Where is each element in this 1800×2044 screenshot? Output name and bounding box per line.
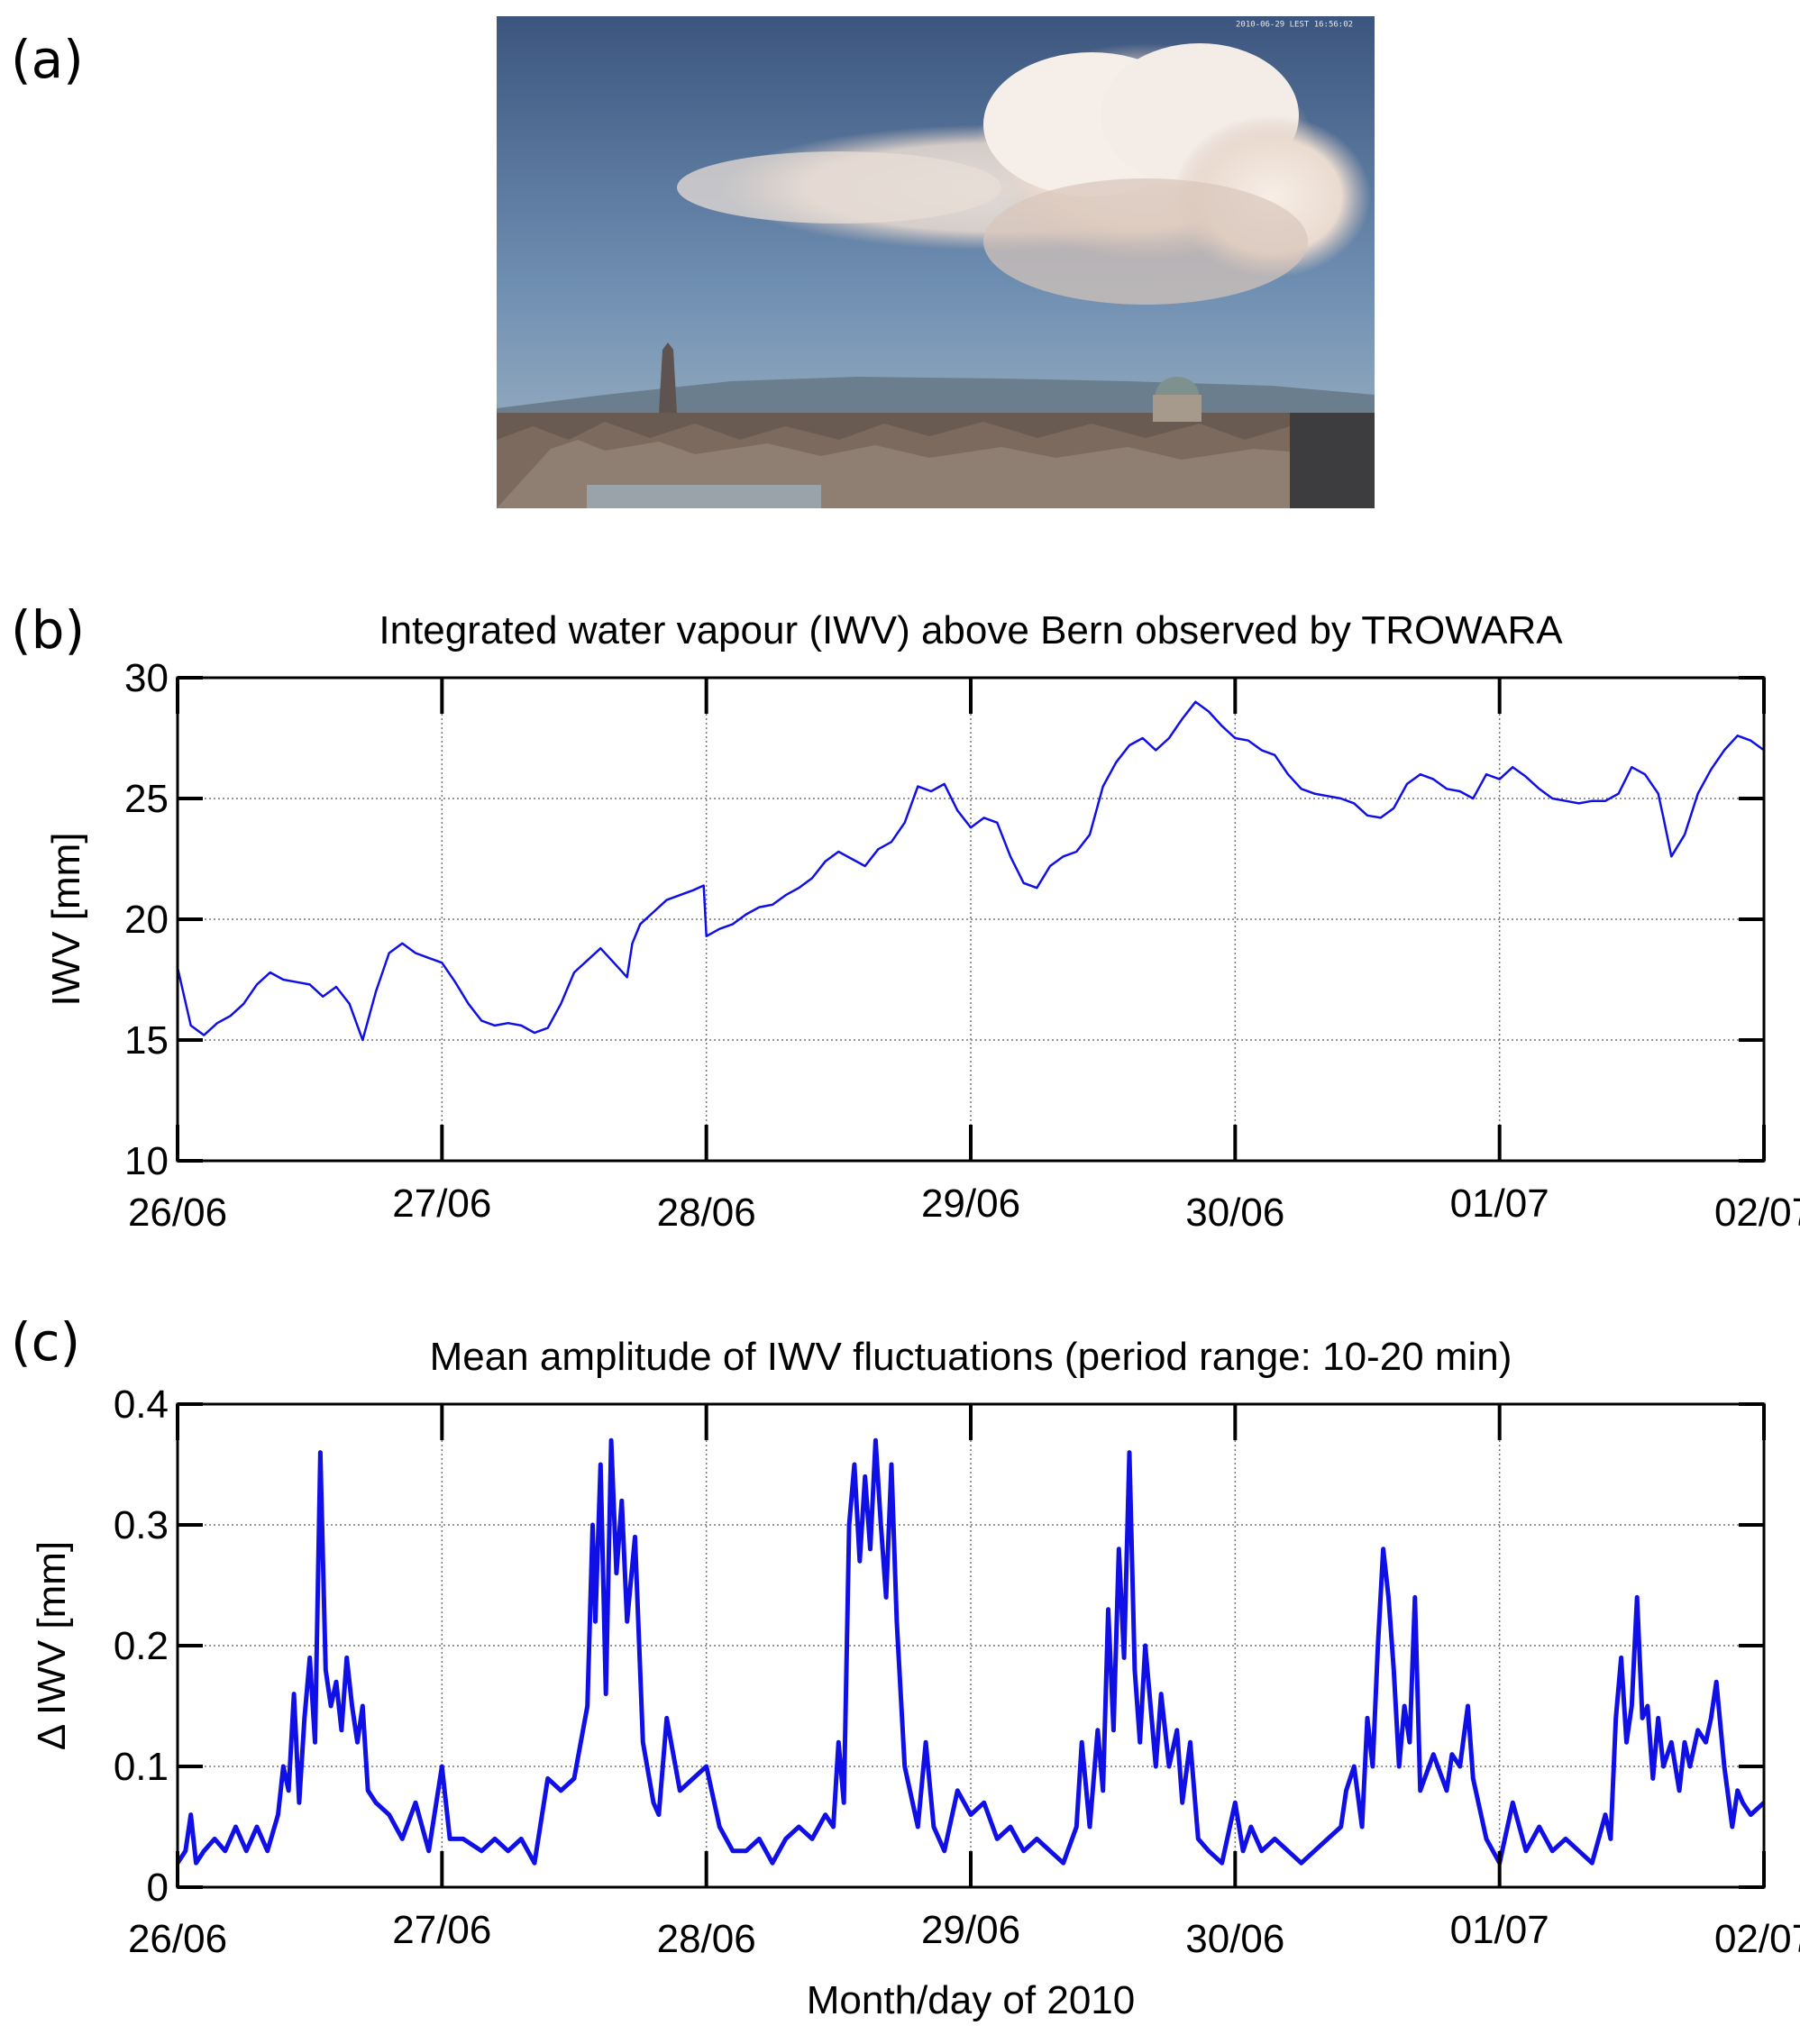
panel-label-a: (a) [11,29,84,90]
panel-label-b: (b) [11,599,86,661]
y-tick-label: 0.1 [114,1745,169,1789]
chart-iwv-fluctuations-svg: Mean amplitude of IWV fluctuations (peri… [30,1335,1800,2022]
y-tick-label: 25 [124,777,169,821]
x-tick-label: 26/06 [128,1917,227,1961]
x-tick-label: 01/07 [1450,1182,1549,1226]
y-tick-label: 0 [147,1866,169,1910]
cumulonimbus-cloud [677,43,1371,305]
y-tick-label: 15 [124,1018,169,1063]
x-tick-label: 28/06 [657,1191,756,1235]
y-tick-label: 20 [124,898,169,942]
y-tick-label: 10 [124,1139,169,1183]
chart-iwv-fluctuations: Mean amplitude of IWV fluctuations (peri… [0,1289,1800,2044]
y-tick-label: 0.2 [114,1624,169,1668]
chart-iwv-svg: Integrated water vapour (IWV) above Bern… [44,608,1800,1235]
x-tick-label: 26/06 [128,1191,227,1235]
x-tick-label: 28/06 [657,1917,756,1961]
webcam-photo: 2010-06-29 LEST 16:56:02 [497,16,1375,508]
x-tick-label: 29/06 [921,1182,1020,1226]
x-tick-label: 29/06 [921,1908,1020,1952]
x-tick-label: 27/06 [392,1908,491,1952]
panel-label-c: (c) [11,1311,81,1373]
y-tick-label: 0.4 [114,1382,169,1427]
chart-iwv: Integrated water vapour (IWV) above Bern… [0,577,1800,1262]
y-tick-label: 30 [124,656,169,700]
series-line [176,700,1765,1042]
y-tick-label: 0.3 [114,1503,169,1547]
x-tick-label: 01/07 [1450,1908,1549,1952]
x-tick-label: 30/06 [1185,1917,1284,1961]
y-axis-label: Δ IWV [mm] [30,1541,74,1750]
x-tick-label: 02/07 [1714,1917,1800,1961]
y-axis-label: IWV [mm] [44,832,88,1006]
x-tick-label: 30/06 [1185,1191,1284,1235]
x-tick-label: 02/07 [1714,1191,1800,1235]
chart-title: Mean amplitude of IWV fluctuations (peri… [430,1335,1512,1379]
x-tick-label: 27/06 [392,1182,491,1226]
chart-title: Integrated water vapour (IWV) above Bern… [379,608,1563,652]
city-rooftops [497,342,1375,508]
photo-timestamp: 2010-06-29 LEST 16:56:02 [1236,21,1353,30]
series-line [175,1437,1766,1866]
x-axis-label: Month/day of 2010 [807,1978,1135,2022]
